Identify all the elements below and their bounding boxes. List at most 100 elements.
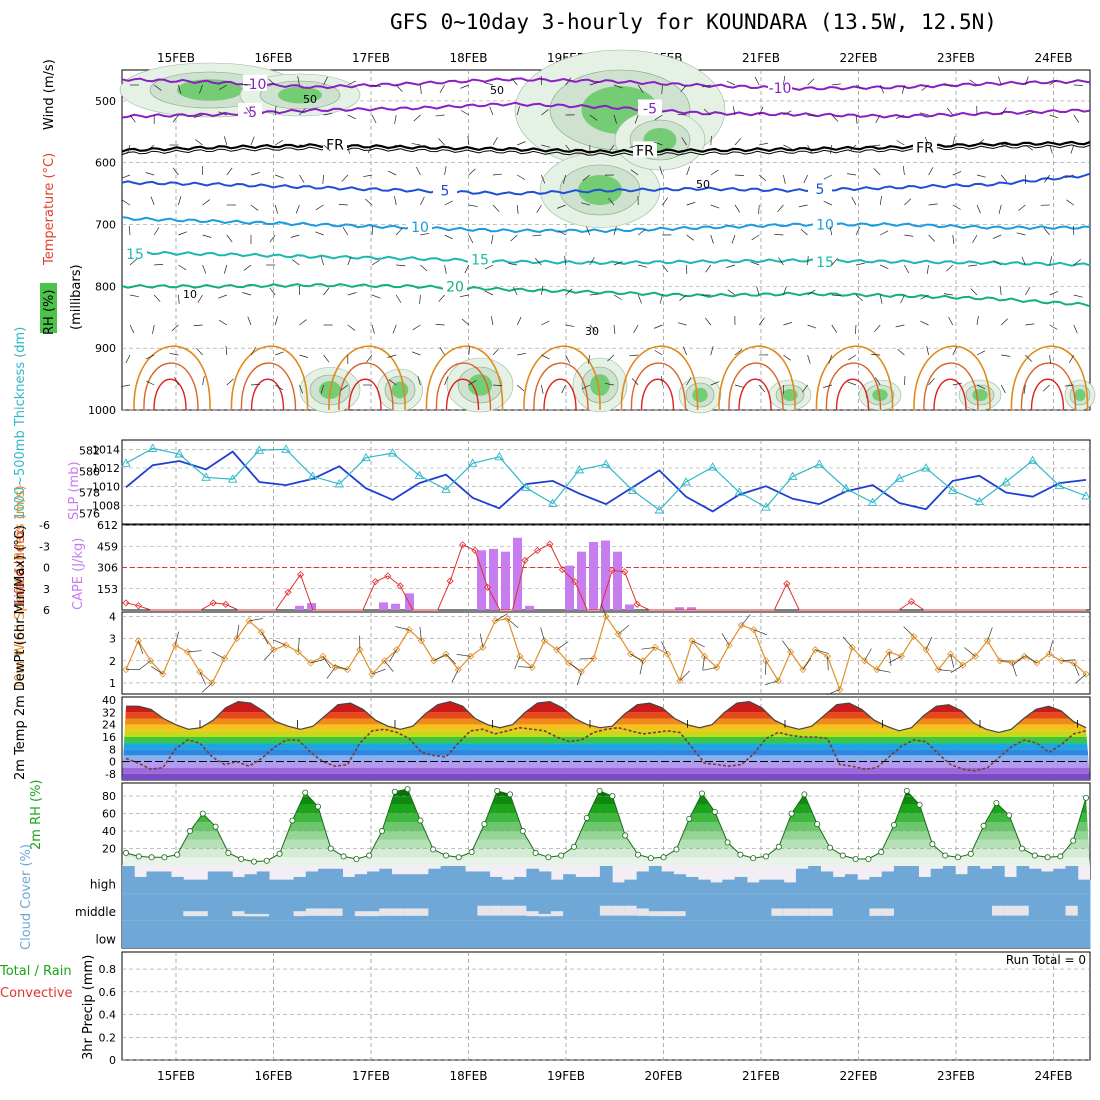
wind-speed-marker bbox=[836, 686, 844, 694]
wind-barb bbox=[582, 174, 591, 181]
cape-bar bbox=[295, 605, 304, 610]
wind-barb bbox=[952, 382, 962, 386]
wind-barb bbox=[444, 234, 453, 240]
wind-barb bbox=[1021, 256, 1026, 266]
wind-barb bbox=[904, 264, 909, 274]
wind-barb-10m bbox=[395, 626, 410, 631]
wind-barb bbox=[199, 84, 203, 94]
wind-barb bbox=[802, 384, 808, 393]
precip-ytick: 0 bbox=[109, 1054, 116, 1067]
thickness-axis-label: 1000~500mb Thickness (dm) bbox=[13, 327, 28, 520]
wind-barb bbox=[323, 287, 330, 296]
temp-color-band bbox=[122, 724, 1090, 731]
wind-barb bbox=[363, 174, 373, 178]
wind-barb-10m bbox=[261, 631, 269, 645]
cloud-low-cell bbox=[158, 920, 172, 948]
cloud-high-cell bbox=[183, 879, 197, 894]
day-label-top: 15FEB bbox=[157, 51, 195, 65]
wind-barb bbox=[901, 84, 905, 94]
cape-bar bbox=[577, 551, 586, 610]
temperature-contour--10 bbox=[121, 77, 1091, 91]
lifted-marker bbox=[521, 556, 529, 564]
wind-speed-marker bbox=[922, 646, 930, 654]
temp-ytick: 24 bbox=[102, 719, 116, 732]
cloud-middle-cell bbox=[403, 908, 417, 916]
wind-barb-10m bbox=[187, 650, 202, 653]
cloud-low-cell bbox=[587, 920, 601, 948]
wind-barb bbox=[630, 169, 639, 176]
slp-marker bbox=[121, 458, 131, 467]
wind-barb bbox=[1016, 232, 1026, 236]
cloud-middle-base bbox=[734, 893, 748, 921]
wind-speed-marker bbox=[873, 666, 881, 674]
cloud-middle-base bbox=[746, 893, 760, 921]
wind-barb-10m bbox=[987, 627, 993, 641]
cloud-high-cell bbox=[501, 879, 515, 894]
cloud-high-cell bbox=[1065, 866, 1079, 894]
rh-legend-swatch bbox=[40, 283, 57, 333]
cloud-high-cell bbox=[955, 874, 968, 894]
cloud-high-cell bbox=[342, 876, 356, 894]
wind-barb-10m bbox=[264, 649, 274, 661]
wind-barb bbox=[831, 257, 838, 266]
wind-barb bbox=[387, 354, 397, 358]
wind-barb-10m bbox=[741, 614, 751, 626]
wind-barb-10m bbox=[1011, 662, 1017, 677]
cloud-middle-base bbox=[391, 893, 405, 921]
wind-barb bbox=[1049, 144, 1053, 154]
wind-barb bbox=[1000, 318, 1008, 326]
wind-barb bbox=[756, 286, 760, 296]
wind-barb bbox=[661, 84, 663, 95]
wind-barb bbox=[1025, 354, 1032, 362]
cloud-high-cell bbox=[122, 866, 135, 894]
panel-frame-thick bbox=[121, 439, 1091, 525]
lifted-marker bbox=[134, 602, 143, 610]
cloud-middle-cell bbox=[514, 905, 527, 916]
wind-speed-marker bbox=[1008, 659, 1016, 667]
slp-marker bbox=[867, 497, 878, 506]
wind-barb-10m bbox=[950, 664, 964, 673]
wind-barb bbox=[492, 173, 502, 176]
temp-color-band bbox=[122, 755, 1090, 762]
rh-marker bbox=[212, 823, 219, 830]
wind-barb bbox=[662, 264, 669, 273]
wind-barb bbox=[146, 380, 155, 386]
lifted-ytick: 3 bbox=[43, 583, 50, 596]
wind-barb bbox=[948, 316, 954, 326]
wind-barb bbox=[855, 262, 865, 266]
wind-barb bbox=[468, 379, 477, 386]
cape-ytick: 153 bbox=[97, 583, 118, 596]
wind-speed-marker bbox=[1082, 670, 1090, 678]
rh-marker bbox=[263, 857, 270, 864]
cloud-middle-base bbox=[330, 893, 344, 921]
cloud-middle-cell bbox=[330, 908, 344, 916]
lifted-index-axis-label: Lifted Index bbox=[13, 528, 28, 605]
cloud-middle-base bbox=[293, 893, 307, 921]
wind-barb bbox=[1073, 259, 1082, 266]
cloud-low-cell bbox=[416, 920, 429, 948]
cloud-low-cell bbox=[942, 920, 956, 948]
rh-contour-label: 50 bbox=[303, 93, 317, 106]
cloud-middle-base bbox=[759, 893, 772, 921]
wind-barb bbox=[225, 346, 228, 356]
cloud-low-cell bbox=[783, 920, 797, 948]
rh-shade-core bbox=[467, 374, 493, 396]
wind-barb bbox=[394, 114, 397, 124]
wind-barb-10m bbox=[297, 637, 300, 652]
wind-barb-10m bbox=[703, 667, 717, 671]
cape-bar bbox=[589, 541, 598, 610]
cloud-middle-base bbox=[526, 893, 540, 921]
bl-isotherm-inner bbox=[640, 378, 675, 411]
rh-color-band bbox=[122, 848, 1090, 858]
wind-barb bbox=[419, 294, 421, 304]
bl-isotherm-inner bbox=[445, 378, 480, 411]
temp-ytick: 40 bbox=[102, 694, 116, 707]
rh-marker bbox=[686, 815, 693, 822]
wind-speed-marker bbox=[479, 643, 487, 652]
wind-barb bbox=[823, 384, 832, 388]
slp-marker bbox=[761, 502, 771, 511]
day-label-bottom: 15FEB bbox=[157, 1069, 195, 1083]
panel-frame-prec bbox=[121, 951, 1091, 1061]
wind-barb bbox=[468, 168, 476, 176]
wind-barb bbox=[928, 167, 934, 176]
